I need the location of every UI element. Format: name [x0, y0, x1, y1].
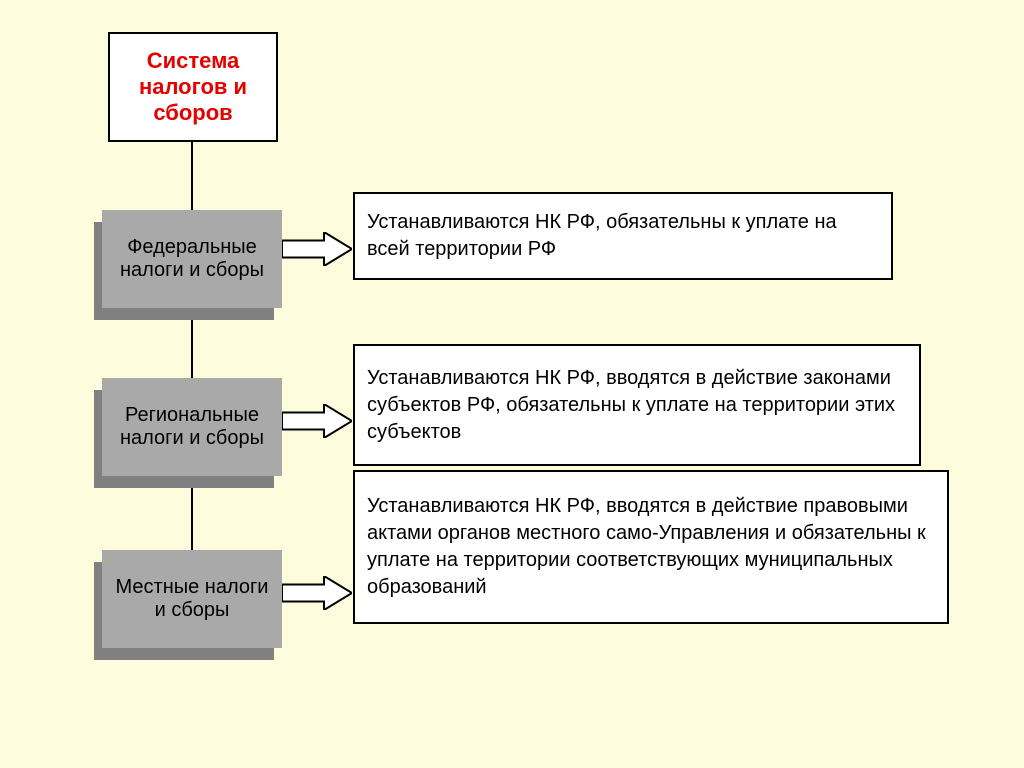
arrow-icon: [282, 576, 352, 610]
title-box: Система налогов и сборов: [108, 32, 278, 142]
description-text: Устанавливаются НК РФ, вводятся в действ…: [367, 493, 935, 601]
arrow-icon: [282, 404, 352, 438]
title-text: Система налогов и сборов: [108, 32, 278, 142]
connector-vline: [191, 142, 193, 210]
category-box: Федеральные налоги и сборы: [102, 210, 282, 308]
description-text: Устанавливаются НК РФ, обязательны к упл…: [367, 209, 879, 263]
category-box-label: Местные налоги и сборы: [102, 550, 282, 648]
category-box-label: Федеральные налоги и сборы: [102, 210, 282, 308]
category-box: Региональные налоги и сборы: [102, 378, 282, 476]
arrow-icon: [282, 232, 352, 266]
category-box-label: Региональные налоги и сборы: [102, 378, 282, 476]
description-box: Устанавливаются НК РФ, вводятся в действ…: [353, 470, 949, 624]
diagram-canvas: Система налогов и сборов Федеральные нало…: [0, 0, 1024, 768]
description-box: Устанавливаются НК РФ, вводятся в действ…: [353, 344, 921, 466]
description-text: Устанавливаются НК РФ, вводятся в действ…: [367, 365, 907, 446]
description-box: Устанавливаются НК РФ, обязательны к упл…: [353, 192, 893, 280]
category-box: Местные налоги и сборы: [102, 550, 282, 648]
